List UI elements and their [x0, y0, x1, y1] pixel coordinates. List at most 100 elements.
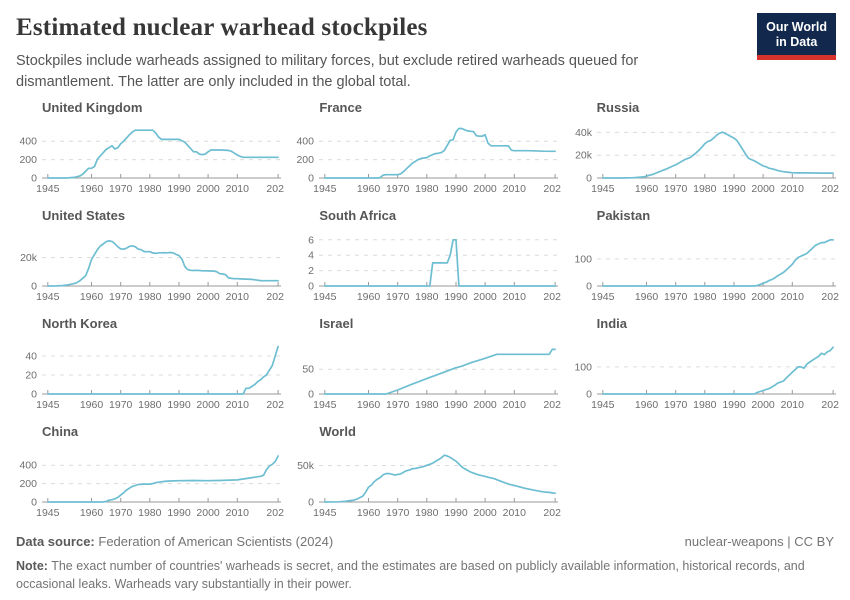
- svg-text:2010: 2010: [226, 291, 250, 303]
- svg-text:2024: 2024: [821, 183, 839, 195]
- facet-china: China 0 200 400 1945 1960 1970 1980 1990 2000 2010…: [16, 424, 285, 522]
- owid-logo-line2: in Data: [775, 34, 818, 49]
- svg-text:1990: 1990: [445, 399, 469, 411]
- svg-text:1980: 1980: [415, 183, 439, 195]
- svg-text:2000: 2000: [474, 399, 498, 411]
- facet-world: World 0 50k 1945 1960 1970 1980 1990 2000 2010 202…: [293, 424, 562, 522]
- svg-text:2024: 2024: [266, 399, 284, 411]
- svg-text:2010: 2010: [226, 183, 250, 195]
- facet-russia: Russia 0 20k 40k 1945 1960 1970 1980 1990 2000 201…: [571, 100, 840, 198]
- svg-text:2010: 2010: [780, 399, 804, 411]
- facet-south-africa: South Africa 0 2 4 6 1945 1960 1970 1980 1990 2000…: [293, 208, 562, 306]
- facet-title-pakistan: Pakistan: [596, 208, 651, 224]
- svg-text:2000: 2000: [196, 183, 220, 195]
- data-source: Data source: Federation of American Scie…: [16, 534, 333, 549]
- svg-text:2000: 2000: [751, 399, 775, 411]
- facet-chart-israel: 0 50 1945 1960 1970 1980 1990 2000 2010 2024: [303, 348, 562, 411]
- data-source-value: Federation of American Scientists (2024): [98, 534, 334, 550]
- svg-text:1970: 1970: [109, 183, 133, 195]
- svg-text:200: 200: [19, 154, 37, 166]
- facet-chart-united-states: 0 20k 1945 1960 1970 1980 1990 2000 2010 2024: [20, 240, 284, 303]
- svg-text:20k: 20k: [20, 252, 38, 264]
- svg-text:2: 2: [308, 265, 314, 277]
- facet-chart-china: 0 200 400 1945 1960 1970 1980 1990 2000 2010 2024: [19, 455, 284, 519]
- svg-text:1960: 1960: [357, 291, 381, 303]
- svg-text:2010: 2010: [503, 291, 527, 303]
- svg-text:1990: 1990: [722, 183, 746, 195]
- svg-text:1990: 1990: [445, 291, 469, 303]
- svg-text:1945: 1945: [36, 183, 60, 195]
- charts-grid: United Kingdom 0 200 400 1945 1960 1970 1980 199…: [0, 96, 850, 522]
- svg-text:1990: 1990: [167, 291, 191, 303]
- svg-text:1990: 1990: [445, 183, 469, 195]
- svg-text:1990: 1990: [722, 399, 746, 411]
- svg-text:2010: 2010: [503, 507, 527, 519]
- footer-note: Note: The exact number of countries' war…: [16, 557, 816, 593]
- svg-text:2024: 2024: [266, 291, 284, 303]
- svg-text:2000: 2000: [751, 291, 775, 303]
- svg-text:1980: 1980: [138, 399, 162, 411]
- svg-text:1970: 1970: [386, 183, 410, 195]
- svg-text:1945: 1945: [591, 291, 615, 303]
- svg-text:2024: 2024: [266, 507, 284, 519]
- svg-text:2000: 2000: [474, 507, 498, 519]
- svg-text:20k: 20k: [575, 150, 593, 162]
- page-subtitle: Stockpiles include warheads assigned to …: [16, 53, 639, 90]
- facet-india: India 0 100 1945 1960 1970 1980 1990 2000 2010 202…: [571, 316, 840, 414]
- footer-note-label: Note:: [16, 559, 48, 574]
- svg-text:50k: 50k: [297, 460, 315, 472]
- svg-text:1990: 1990: [167, 399, 191, 411]
- svg-text:2000: 2000: [751, 183, 775, 195]
- owid-logo: Our World in Data: [757, 13, 836, 60]
- svg-text:1980: 1980: [415, 291, 439, 303]
- facet-title-united-states: United States: [42, 208, 126, 224]
- svg-text:2010: 2010: [226, 399, 250, 411]
- facet-chart-russia: 0 20k 40k 1945 1960 1970 1980 1990 2000 2010 2024: [575, 127, 839, 195]
- svg-text:1990: 1990: [722, 291, 746, 303]
- svg-text:1945: 1945: [36, 399, 60, 411]
- svg-text:1980: 1980: [138, 183, 162, 195]
- facet-title-north-korea: North Korea: [42, 316, 118, 332]
- svg-text:1960: 1960: [80, 183, 104, 195]
- svg-text:2010: 2010: [503, 399, 527, 411]
- svg-text:2024: 2024: [821, 291, 839, 303]
- svg-text:1960: 1960: [80, 399, 104, 411]
- svg-text:1945: 1945: [36, 507, 60, 519]
- svg-text:1960: 1960: [634, 291, 658, 303]
- facet-title-south-africa: South Africa: [319, 208, 397, 224]
- facet-chart-united-kingdom: 0 200 400 1945 1960 1970 1980 1990 2000 2010 2024: [19, 129, 284, 195]
- svg-text:2024: 2024: [821, 399, 839, 411]
- svg-text:1980: 1980: [693, 399, 717, 411]
- svg-text:1990: 1990: [167, 507, 191, 519]
- svg-text:200: 200: [297, 154, 315, 166]
- svg-text:1960: 1960: [80, 507, 104, 519]
- svg-text:400: 400: [297, 136, 315, 148]
- svg-text:1945: 1945: [36, 291, 60, 303]
- svg-text:1960: 1960: [634, 183, 658, 195]
- svg-text:1970: 1970: [664, 183, 688, 195]
- svg-text:1980: 1980: [138, 507, 162, 519]
- page-title: Estimated nuclear warhead stockpiles: [16, 14, 428, 41]
- svg-text:1970: 1970: [664, 399, 688, 411]
- facet-title-france: France: [319, 100, 362, 116]
- svg-text:2010: 2010: [780, 183, 804, 195]
- svg-text:2024: 2024: [544, 399, 562, 411]
- svg-text:2000: 2000: [196, 507, 220, 519]
- facet-united-states: United States 0 20k 1945 1960 1970 1980 1990 200…: [16, 208, 285, 306]
- svg-text:2000: 2000: [196, 399, 220, 411]
- facet-north-korea: North Korea 0 20 40 1945 1960 1970 1980 1990 2000…: [16, 316, 285, 414]
- facet-title-israel: Israel: [319, 316, 354, 332]
- facet-chart-north-korea: 0 20 40 1945 1960 1970 1980 1990 2000 2010 2024: [25, 345, 284, 411]
- svg-text:1945: 1945: [591, 183, 615, 195]
- svg-text:2000: 2000: [474, 291, 498, 303]
- owid-logo-line1: Our World: [766, 20, 827, 34]
- facet-title-world: World: [319, 424, 356, 440]
- svg-text:1960: 1960: [357, 399, 381, 411]
- svg-text:0: 0: [31, 281, 37, 293]
- svg-text:1970: 1970: [109, 291, 133, 303]
- svg-text:1960: 1960: [80, 291, 104, 303]
- chart-footer: Data source: Federation of American Scie…: [0, 522, 850, 593]
- svg-text:40k: 40k: [575, 127, 593, 139]
- svg-text:1960: 1960: [357, 507, 381, 519]
- svg-text:1970: 1970: [386, 507, 410, 519]
